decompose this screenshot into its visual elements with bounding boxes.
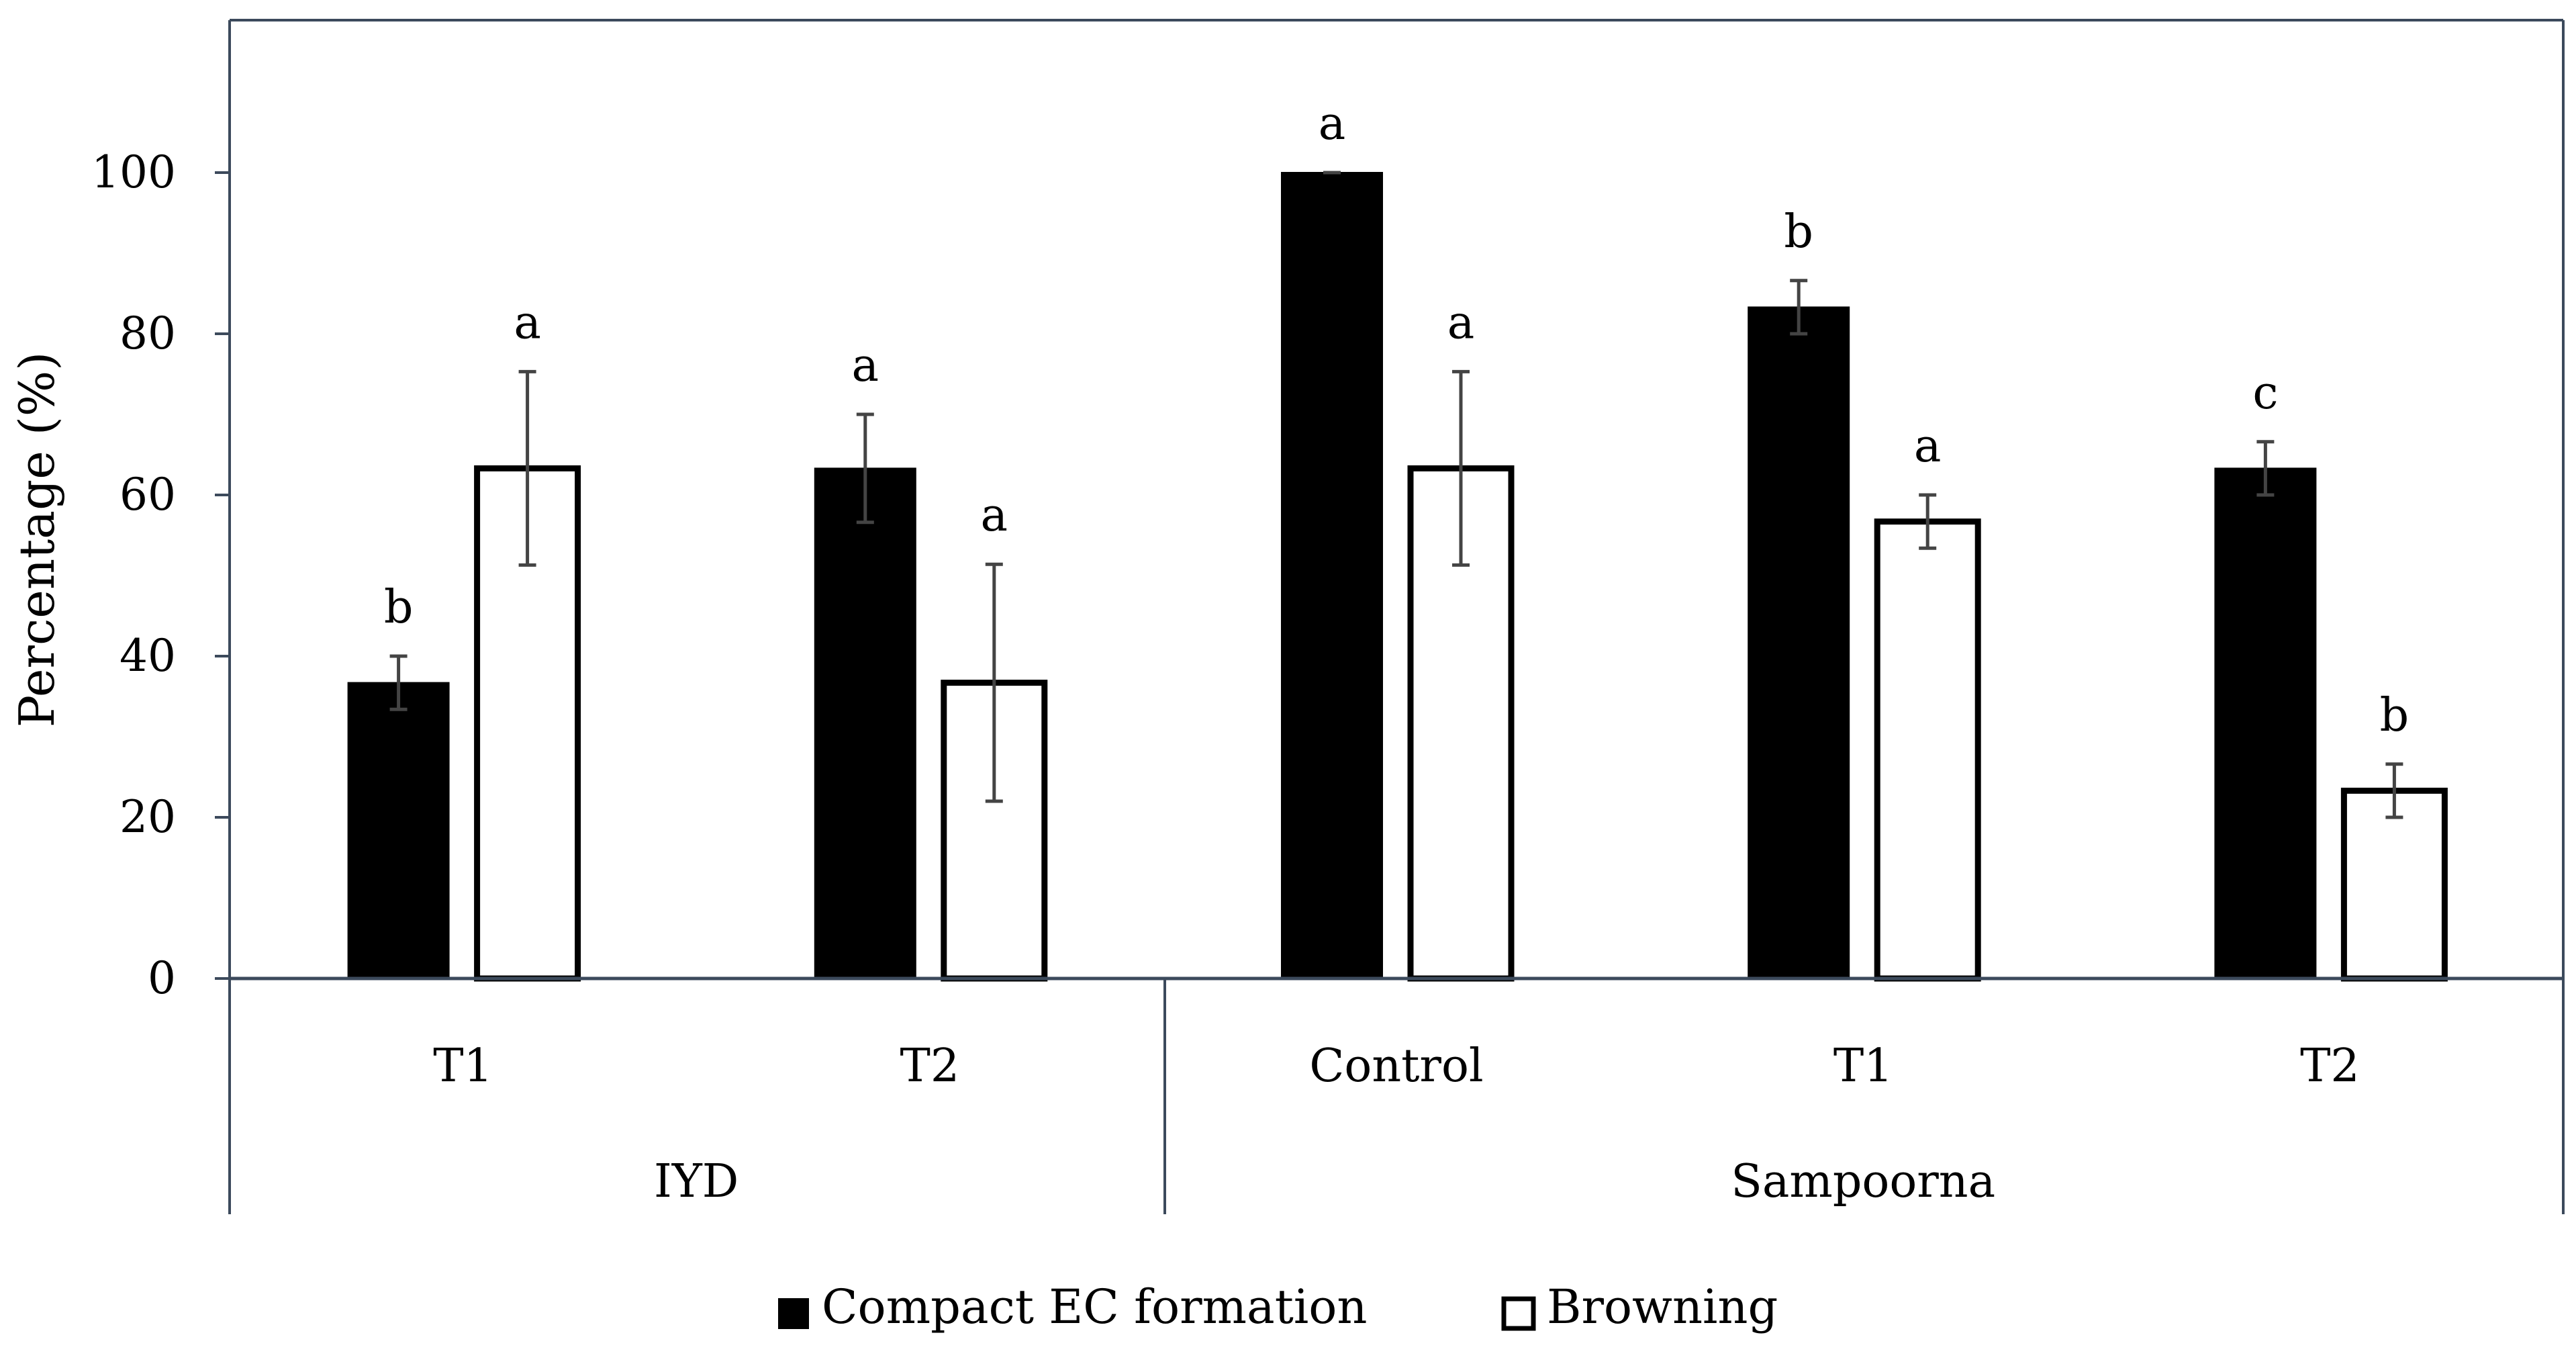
error-bar <box>1790 279 1808 336</box>
significance-letter: b <box>1784 206 1813 259</box>
error-bar <box>985 562 1003 803</box>
error-bar <box>856 412 874 525</box>
y-tick-label: 20 <box>120 791 176 843</box>
y-tick-label: 80 <box>120 308 176 359</box>
bar-compact-ec-2 <box>1281 172 1383 979</box>
legend-item-browning: Browning <box>1501 1279 1778 1334</box>
x-category-label: T2 <box>900 1040 959 1093</box>
x-group-label: Sampoorna <box>1731 1155 1995 1208</box>
y-tick-label: 0 <box>148 952 176 1004</box>
legend-label: Browning <box>1547 1279 1778 1334</box>
bar-compact-ec-4 <box>2214 467 2317 979</box>
y-tick-label: 60 <box>120 469 176 520</box>
legend-label: Compact EC formation <box>822 1279 1368 1334</box>
chart-frame <box>228 19 2565 1214</box>
bar-compact-ec-1 <box>814 467 916 979</box>
legend-swatch <box>778 1298 809 1329</box>
significance-letter: a <box>852 339 879 392</box>
y-tick-label: 40 <box>120 630 176 682</box>
significance-letters: b a a a a a b a c b <box>384 97 2409 742</box>
significance-letter: a <box>514 296 541 349</box>
error-bar <box>1452 369 1470 567</box>
x-category-label: T1 <box>1833 1040 1893 1093</box>
y-tick-label: 100 <box>91 146 176 198</box>
legend-item-compact-ec: Compact EC formation <box>778 1279 1368 1334</box>
bars <box>347 172 2448 982</box>
significance-letter: a <box>1319 97 1346 150</box>
significance-letter: c <box>2252 367 2278 420</box>
error-bars <box>389 171 2403 819</box>
error-bar <box>1919 493 1937 550</box>
y-axis: 0 20 40 60 80 100 Percentage (%) <box>9 146 230 1004</box>
significance-letter: b <box>2380 689 2410 742</box>
y-axis-title: Percentage (%) <box>9 352 65 728</box>
significance-letter: a <box>1914 420 1942 473</box>
error-bar <box>2256 440 2275 497</box>
bar-browning-4 <box>2340 787 2448 982</box>
error-bar <box>518 369 536 567</box>
error-bar <box>2385 762 2403 819</box>
x-category-label: T1 <box>433 1040 493 1093</box>
x-category-label: T2 <box>2300 1040 2360 1093</box>
x-axis: T1 T2 Control T1 T2 IYD Sampoorna <box>230 976 2563 1208</box>
error-bar <box>389 654 408 711</box>
x-category-label: Control <box>1309 1040 1483 1093</box>
bar-browning-3 <box>1874 518 1981 982</box>
legend: Compact EC formation Browning <box>778 1279 1778 1334</box>
significance-letter: b <box>384 581 414 634</box>
significance-letter: a <box>1447 296 1475 349</box>
bar-compact-ec-3 <box>1748 306 1850 979</box>
legend-swatch <box>1501 1296 1536 1331</box>
x-group-label: IYD <box>654 1155 738 1208</box>
bar-compact-ec-0 <box>347 682 450 979</box>
significance-letter: a <box>981 489 1008 542</box>
